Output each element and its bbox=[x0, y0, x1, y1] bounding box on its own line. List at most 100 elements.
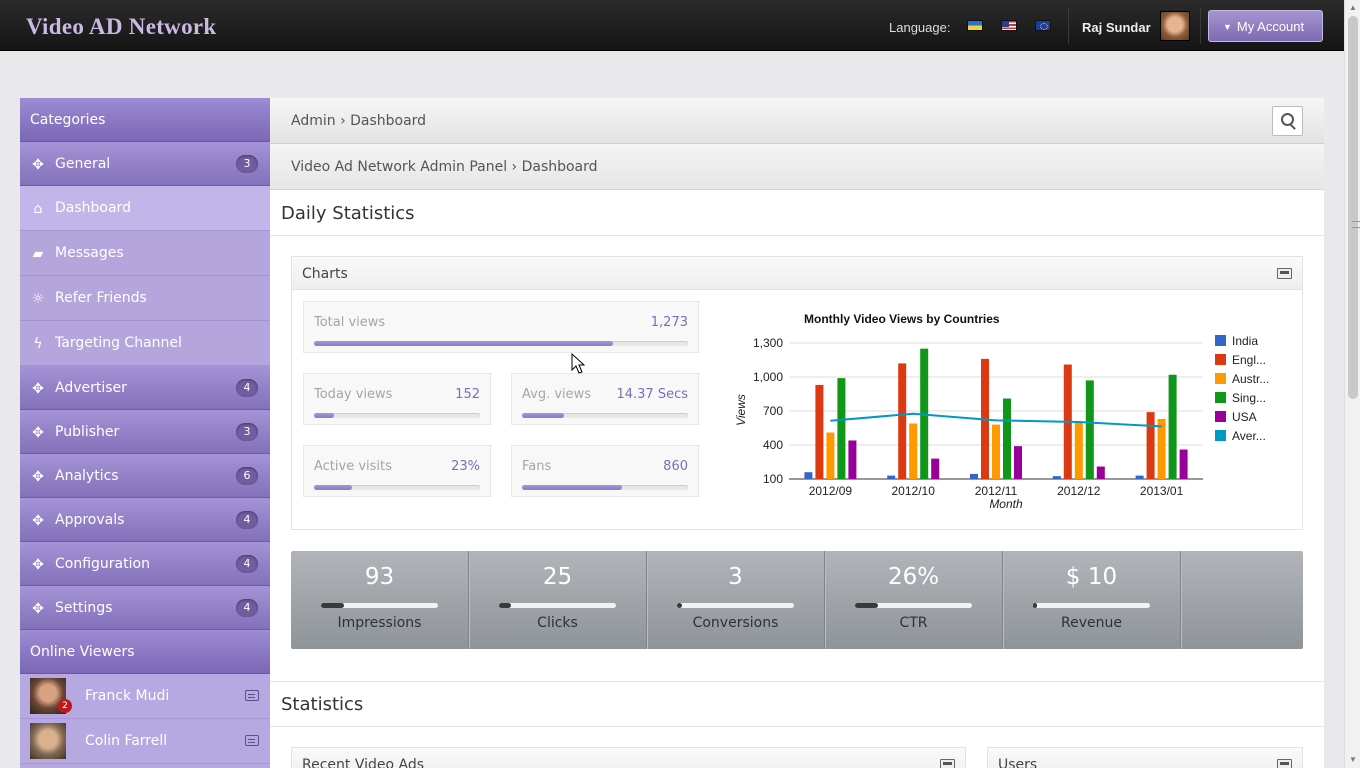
main-content: Admin › Dashboard Video Ad Network Admin… bbox=[270, 98, 1324, 768]
lightbulb-icon: ☼ bbox=[31, 291, 45, 307]
sidebar-item-configuration[interactable]: ✥ Configuration 4 bbox=[20, 542, 270, 586]
divider bbox=[1068, 8, 1069, 44]
brand-logo[interactable]: Video AD Network bbox=[26, 14, 217, 39]
summary-conversions[interactable]: 3 Conversions bbox=[647, 551, 825, 649]
charts-panel-title: Charts bbox=[302, 266, 348, 282]
chat-icon[interactable] bbox=[245, 690, 259, 701]
viewer-name: Colin Farrell bbox=[85, 733, 168, 749]
legend-label: Austr... bbox=[1232, 372, 1269, 386]
sidebar-title: Categories bbox=[20, 98, 270, 142]
summary-bar: 93 Impressions 25 Clicks 3 Conversions 2… bbox=[291, 551, 1303, 649]
legend-label: USA bbox=[1232, 410, 1257, 424]
chart-bar bbox=[1085, 380, 1094, 479]
summary-progress-fill bbox=[321, 603, 345, 608]
summary-progress bbox=[677, 603, 794, 608]
sidebar-item-approvals[interactable]: ✥ Approvals 4 bbox=[20, 498, 270, 542]
charts-panel-header: Charts bbox=[292, 257, 1302, 290]
sidebar-item-dashboard[interactable]: ⌂ Dashboard bbox=[20, 186, 270, 231]
sidebar-item-settings[interactable]: ✥ Settings 4 bbox=[20, 586, 270, 630]
summary-ctr[interactable]: 26% CTR bbox=[825, 551, 1003, 649]
y-tick-label: 1,300 bbox=[753, 336, 783, 350]
sub-breadcrumb-text[interactable]: Video Ad Network Admin Panel › Dashboard bbox=[291, 159, 598, 175]
chart-bar bbox=[1096, 466, 1105, 479]
sidebar-item-label: Analytics bbox=[55, 468, 119, 484]
user-name[interactable]: Raj Sundar bbox=[1082, 20, 1151, 35]
legend-swatch bbox=[1215, 373, 1226, 384]
sidebar-item-label: Targeting Channel bbox=[55, 335, 182, 351]
sidebar-item-messages[interactable]: ▰ Messages bbox=[20, 231, 270, 276]
move-icon: ✥ bbox=[32, 425, 44, 441]
move-icon: ✥ bbox=[32, 513, 44, 529]
summary-value: 3 bbox=[728, 564, 743, 590]
sidebar-item-analytics[interactable]: ✥ Analytics 6 bbox=[20, 454, 270, 498]
summary-impressions[interactable]: 93 Impressions bbox=[291, 551, 469, 649]
stat-progress-fill bbox=[314, 485, 353, 490]
summary-clicks[interactable]: 25 Clicks bbox=[469, 551, 647, 649]
viewer-name: Franck Mudi bbox=[85, 688, 170, 704]
users-panel-title: Users bbox=[998, 757, 1038, 768]
stat-label: Total views bbox=[314, 315, 386, 330]
collapse-icon[interactable] bbox=[1277, 759, 1292, 768]
eu-flag-icon[interactable] bbox=[1035, 20, 1051, 31]
chart-bar bbox=[992, 424, 1000, 479]
summary-label: Revenue bbox=[1061, 615, 1122, 631]
collapse-icon[interactable] bbox=[1277, 268, 1292, 279]
collapse-icon[interactable] bbox=[940, 759, 955, 768]
move-icon: ✥ bbox=[32, 601, 44, 617]
sidebar-item-label: General bbox=[55, 156, 111, 172]
chart-bar bbox=[1074, 422, 1083, 479]
stat-value: 152 bbox=[455, 387, 480, 402]
sidebar-item-targeting-channel[interactable]: ϟ Targeting Channel bbox=[20, 321, 270, 366]
chart-bar bbox=[1014, 446, 1022, 479]
stat-progress-fill bbox=[314, 341, 614, 346]
chart-bar bbox=[1168, 374, 1177, 479]
chart-bar bbox=[1135, 475, 1144, 479]
scrollbar-thumb[interactable] bbox=[1348, 16, 1360, 399]
count-badge: 4 bbox=[236, 599, 258, 617]
home-icon: ⌂ bbox=[33, 201, 43, 217]
summary-value: 25 bbox=[542, 564, 573, 590]
sidebar-item-refer-friends[interactable]: ☼ Refer Friends bbox=[20, 276, 270, 321]
sidebar-item-advertiser[interactable]: ✥ Advertiser 4 bbox=[20, 366, 270, 410]
grip-icon bbox=[1352, 221, 1360, 228]
chart-bar bbox=[1146, 412, 1155, 479]
search-button[interactable] bbox=[1272, 106, 1303, 136]
language-label: Language: bbox=[889, 20, 951, 35]
scroll-down-icon[interactable]: ▼ bbox=[1349, 755, 1357, 764]
stat-label: Today views bbox=[314, 387, 393, 402]
breadcrumb-text[interactable]: Admin › Dashboard bbox=[291, 113, 427, 129]
sidebar-item-label: Settings bbox=[55, 600, 113, 616]
legend-label: Sing... bbox=[1232, 391, 1266, 405]
divider bbox=[270, 726, 1324, 727]
sidebar-item-general[interactable]: ✥ General 3 bbox=[20, 142, 270, 186]
chevron-down-icon: ▼ bbox=[1223, 22, 1232, 32]
stat-progress bbox=[314, 485, 480, 490]
summary-value: $ 10 bbox=[1065, 564, 1118, 590]
scroll-up-icon[interactable]: ▲ bbox=[1349, 3, 1357, 12]
chart-bar bbox=[898, 363, 907, 479]
breadcrumb: Admin › Dashboard bbox=[270, 98, 1324, 144]
chat-icon[interactable] bbox=[245, 735, 259, 746]
online-viewer[interactable]: 2 Franck Mudi bbox=[20, 674, 270, 719]
legend-swatch bbox=[1215, 354, 1226, 365]
page-scrollbar[interactable]: ▲ ▼ bbox=[1344, 0, 1360, 768]
count-badge: 4 bbox=[236, 379, 258, 397]
chart-bar bbox=[1157, 418, 1166, 479]
ukraine-flag-icon[interactable] bbox=[967, 20, 983, 31]
stat-total-views: Total views 1,273 bbox=[303, 301, 699, 353]
my-account-button[interactable]: ▼ My Account bbox=[1208, 10, 1323, 42]
summary-label: Clicks bbox=[537, 615, 578, 631]
average-line bbox=[830, 412, 1162, 428]
y-axis-label: Views bbox=[734, 394, 748, 426]
online-viewer[interactable]: Colin Farrell bbox=[20, 719, 270, 764]
sidebar-item-publisher[interactable]: ✥ Publisher 3 bbox=[20, 410, 270, 454]
chart-bar bbox=[804, 472, 813, 479]
summary-revenue[interactable]: $ 10 Revenue bbox=[1003, 551, 1181, 649]
stat-progress bbox=[522, 485, 688, 490]
stat-progress bbox=[314, 341, 688, 346]
sidebar-item-label: Configuration bbox=[55, 556, 150, 572]
us-flag-icon[interactable] bbox=[1001, 20, 1017, 31]
avatar[interactable] bbox=[1160, 11, 1190, 41]
legend-swatch bbox=[1215, 430, 1226, 441]
move-icon: ✥ bbox=[32, 557, 44, 573]
